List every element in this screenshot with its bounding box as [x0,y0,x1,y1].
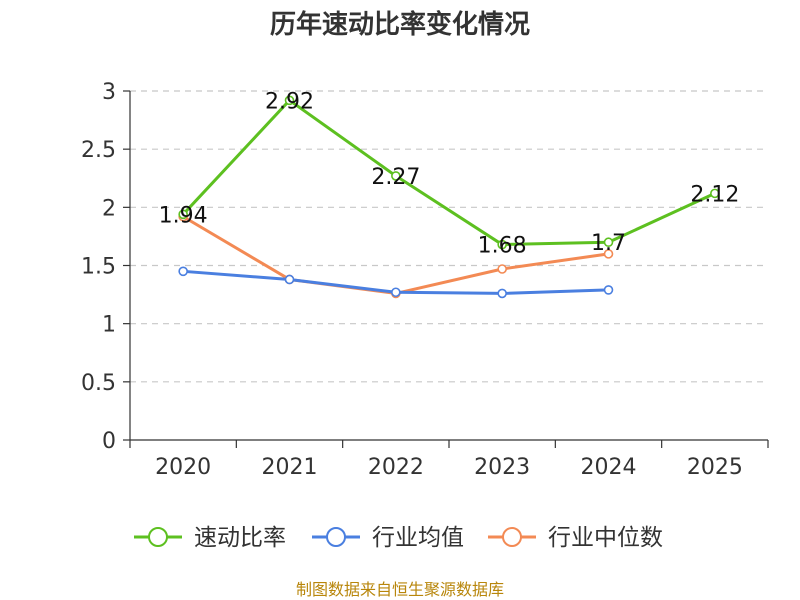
legend-label-1: 行业均值 [372,525,464,551]
y-tick-label-2: 1 [102,313,116,338]
source-note: 制图数据来自恒生聚源数据库 [296,580,504,599]
series-2-point-2023[interactable] [497,264,507,274]
x-tick-label-2020: 2020 [155,455,211,480]
series-1-point-2021[interactable] [284,274,295,285]
legend-item-0[interactable]: 速动比率 [134,525,286,551]
series-0-point-2022[interactable] [391,171,401,181]
x-tick-label-2021: 2021 [262,455,318,480]
legend-marker-0 [148,527,168,547]
grid-lines [130,90,768,383]
x-tick-label-2022: 2022 [368,455,424,480]
series-0-point-2020[interactable] [178,209,188,220]
legend-label-0: 速动比率 [194,525,286,551]
chart-title: 历年速动比率变化情况 [270,9,530,40]
y-tick-label-0: 0 [102,429,116,454]
legend-item-2[interactable]: 行业中位数 [488,525,663,551]
legend[interactable]: 速动比率 行业均值 行业中位数 [134,525,663,551]
series-0-point-2025[interactable] [710,188,720,199]
x-tick-label-2024: 2024 [581,455,637,480]
series-line-2 [182,215,609,295]
y-tick-label-4: 2 [102,196,116,221]
series-1-point-2023[interactable] [497,288,507,299]
y-tick-label-3: 1.5 [81,255,116,280]
series-0-point-2021[interactable] [284,95,295,106]
y-tick-label-5: 2.5 [81,138,116,163]
data-label-2020: 1.94 [159,203,208,228]
axes: 0 0.5 1 1.5 2 2.5 3 2020 2021 2022 2023 2024 2025 [81,80,769,480]
x-tick-label-2023: 2023 [474,455,530,480]
data-label-2023: 1.68 [478,234,527,259]
series-1-point-2024[interactable] [603,285,614,295]
legend-marker-1 [326,527,346,547]
data-label-2022: 2.27 [371,165,420,190]
series-1-point-2022[interactable] [391,287,401,298]
data-label-2025: 2.12 [690,182,739,207]
x-tick-label-2025: 2025 [687,455,743,480]
y-tick-label-6: 3 [102,80,116,105]
data-labels: 1.94 2.92 2.27 1.68 1.7 2.12 [159,89,740,258]
series-2-point-2024[interactable] [603,249,614,259]
series-layer [178,95,720,299]
y-tick-label-1: 0.5 [81,371,116,396]
legend-item-1[interactable]: 行业均值 [312,525,464,551]
data-label-2021: 2.92 [265,89,314,114]
series-1-point-2020[interactable] [178,266,188,277]
data-label-2024: 1.7 [591,231,626,256]
series-0-point-2023[interactable] [497,239,507,250]
series-0-point-2024[interactable] [603,237,614,248]
legend-label-2: 行业中位数 [548,525,663,551]
series-line-0 [182,98,716,247]
legend-marker-2 [502,527,522,547]
